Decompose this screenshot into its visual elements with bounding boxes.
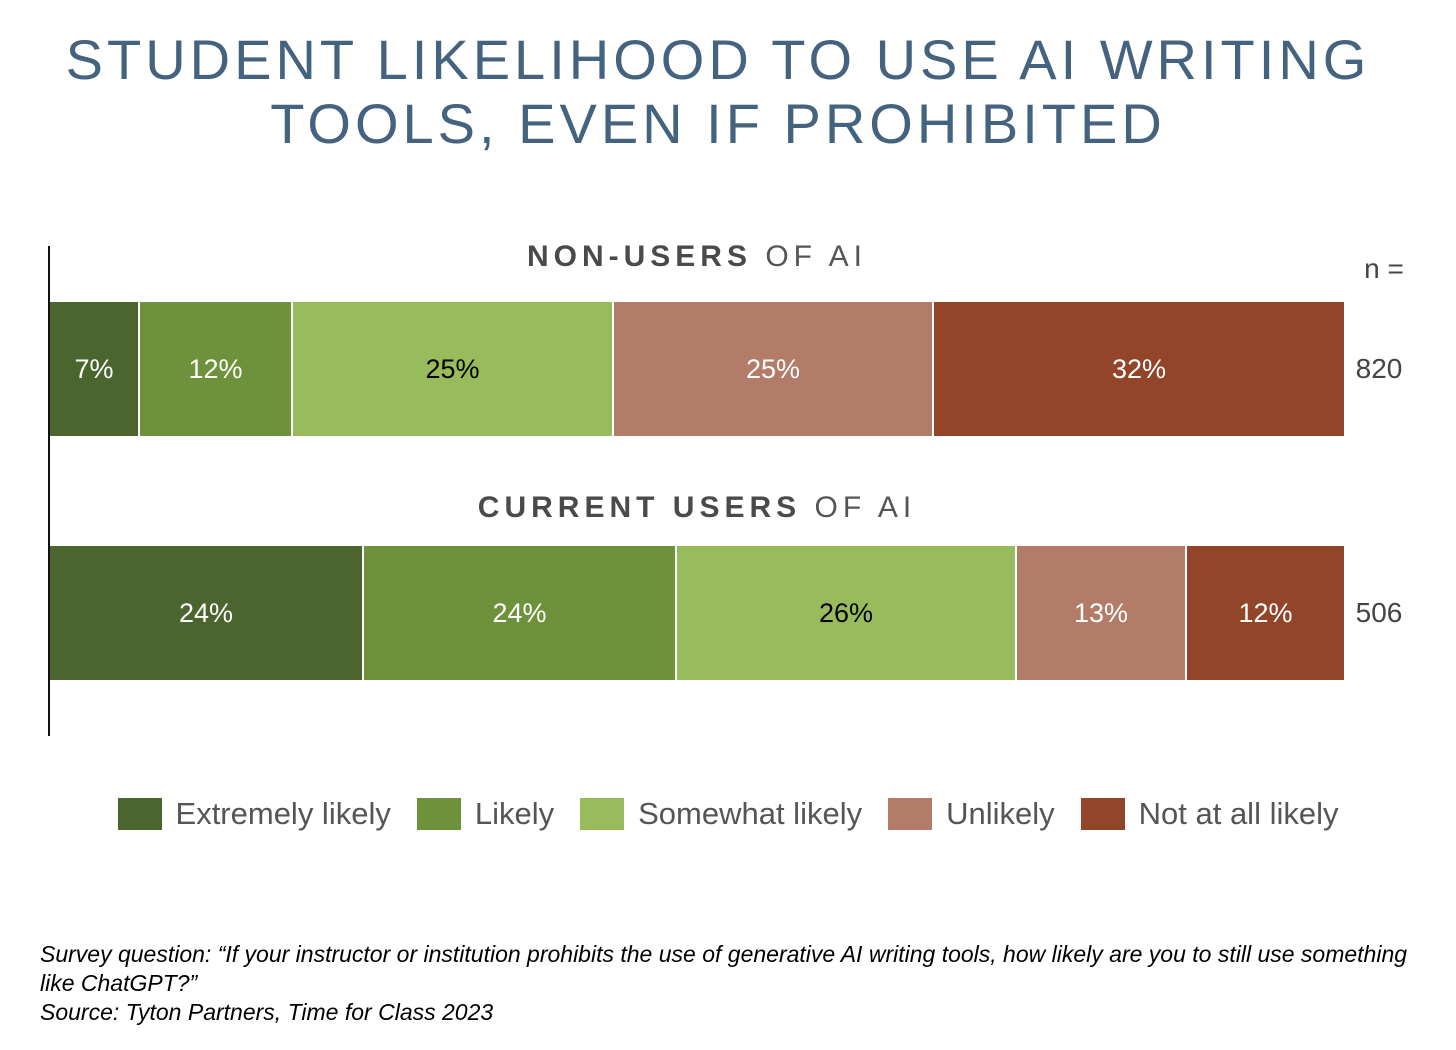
title-line-1: STUDENT LIKELIHOOD TO USE AI WRITING <box>65 28 1371 91</box>
group-label-rest: OF AI <box>801 491 917 524</box>
bar-segment-unlikely: 25% <box>614 302 934 436</box>
stacked-bar-non-users: 7% 12% 25% 25% 32% <box>50 302 1344 436</box>
data-label: 24% <box>178 597 234 628</box>
group-label-bold: NON-USERS <box>526 240 752 273</box>
bar-segment-somewhat-likely: 26% <box>677 546 1017 680</box>
data-label: 12% <box>188 353 243 384</box>
data-label: 32% <box>1111 353 1167 384</box>
legend-swatch <box>1080 798 1125 830</box>
legend-label: Unlikely <box>946 796 1055 831</box>
data-label: 25% <box>425 353 480 384</box>
survey-question: Survey question: “If your instructor or … <box>40 941 1408 996</box>
legend-label: Extremely likely <box>175 796 391 831</box>
bar-segment-somewhat-likely: 25% <box>293 302 614 436</box>
group-label-current-users: CURRENT USERS OF AI <box>50 491 1344 525</box>
data-label: 13% <box>1073 597 1129 628</box>
legend-swatch <box>580 798 625 830</box>
title-line-2: TOOLS, EVEN IF PROHIBITED <box>270 92 1166 155</box>
bar-segment-likely: 12% <box>140 302 293 436</box>
bar-segment-unlikely: 13% <box>1017 546 1187 680</box>
n-value-current-users: 506 <box>1355 597 1403 628</box>
data-label: 26% <box>818 597 874 628</box>
legend: Extremely likely Likely Somewhat likely … <box>0 796 1456 832</box>
group-label-bold: CURRENT USERS <box>477 491 802 524</box>
bar-segment-not-at-all-likely: 32% <box>934 302 1344 436</box>
bar-segment-extremely-likely: 7% <box>50 302 140 436</box>
data-label: 7% <box>74 353 114 384</box>
y-axis-line <box>48 246 50 736</box>
bar-segment-not-at-all-likely: 12% <box>1187 546 1344 680</box>
legend-label: Somewhat likely <box>638 796 863 831</box>
source-line: Source: Tyton Partners, Time for Class 2… <box>40 999 494 1025</box>
data-label: 24% <box>492 597 547 628</box>
footnote: Survey question: “If your instructor or … <box>40 940 1420 1027</box>
legend-swatch <box>888 798 933 830</box>
data-label: 25% <box>745 353 801 384</box>
legend-item-likely: Likely <box>416 796 555 832</box>
bar-segment-likely: 24% <box>364 546 677 680</box>
chart-title: STUDENT LIKELIHOOD TO USE AI WRITING TOO… <box>0 28 1436 156</box>
bar-segment-extremely-likely: 24% <box>50 546 364 680</box>
n-header: n = <box>1364 253 1404 284</box>
stacked-bar-current-users: 24% 24% 26% 13% 12% <box>50 546 1344 680</box>
data-label: 12% <box>1238 597 1293 628</box>
legend-item-unlikely: Unlikely <box>888 796 1055 832</box>
group-label-rest: OF AI <box>751 240 868 273</box>
legend-label: Not at all likely <box>1138 796 1339 831</box>
legend-swatch <box>416 798 461 830</box>
n-value-non-users: 820 <box>1355 353 1403 384</box>
legend-item-somewhat-likely: Somewhat likely <box>580 796 862 832</box>
legend-label: Likely <box>474 796 555 831</box>
group-label-non-users: NON-USERS OF AI <box>50 240 1344 274</box>
legend-swatch <box>117 798 162 830</box>
legend-item-not-at-all-likely: Not at all likely <box>1080 796 1339 832</box>
legend-item-extremely-likely: Extremely likely <box>117 796 391 832</box>
